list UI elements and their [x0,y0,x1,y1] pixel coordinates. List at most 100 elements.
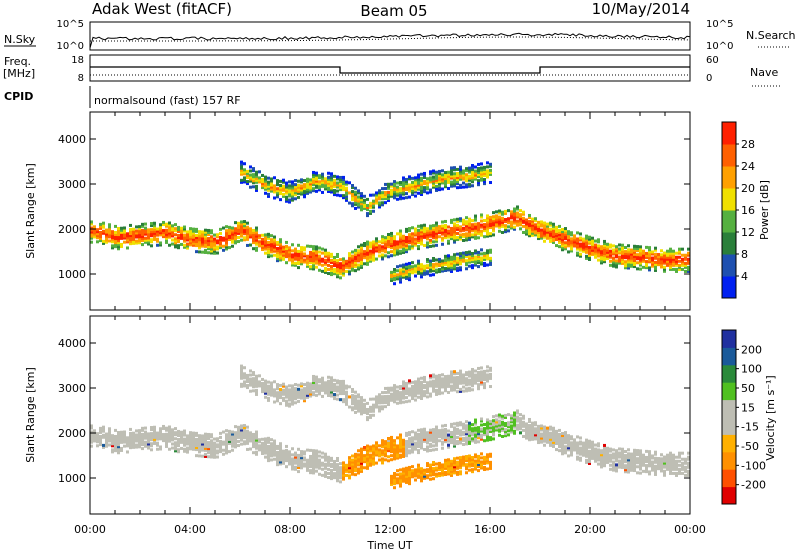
velocity-cell [351,394,354,397]
nsky-tick-bottom: 10^0 [57,41,84,52]
power-cell [126,232,129,235]
velocity-cell [246,448,249,451]
power-cell [300,246,303,249]
velocity-cell [309,469,312,472]
velocity-cell [480,366,483,369]
velocity-cell [297,448,300,451]
freq-panel [90,55,690,81]
power-cell [159,241,162,244]
power-cell [462,227,465,230]
velocity-cell [291,453,294,456]
power-cell [234,221,237,224]
velocity-cell [375,441,378,444]
power-cell [387,191,390,194]
velocity-cell [246,426,249,429]
power-cell [477,222,480,225]
power-cell [660,249,663,252]
velocity-cell [537,425,540,428]
power-cell [126,246,129,249]
power-cell [354,269,357,272]
velocity-cell [312,375,315,378]
velocity-cell [252,451,255,454]
power-cell [498,210,501,213]
velocity-cell [129,432,132,435]
power-cell [480,224,483,227]
velocity-cell [396,444,399,447]
power-cell [468,218,471,221]
velocity-cell [162,433,165,436]
power-cell [435,258,438,261]
velocity-cell [285,445,288,448]
power-cell [354,249,357,252]
velocity-cell [480,424,483,427]
velocity-cell [312,449,315,452]
velocity-cell [534,427,537,430]
power-cell [642,250,645,253]
power-cell [177,244,180,247]
velocity-cell [165,427,168,430]
velocity-cell [240,365,243,368]
velocity-cell [141,433,144,436]
velocity-cell [396,386,399,389]
power-cell [441,243,444,246]
power-cell [522,225,525,228]
power-cell [552,223,555,226]
power-cell [177,226,180,229]
velocity-cell [255,451,258,454]
power-cell [282,179,285,182]
velocity-cell [450,385,453,388]
velocity-cell [216,449,219,452]
power-cell [441,220,444,223]
velocity-cell [465,387,468,390]
velocity-cell [423,469,426,472]
power-colorbar-label: Power [dB] [758,180,771,240]
power-cell [318,247,321,250]
power-cell [348,202,351,205]
velocity-cell [282,383,285,386]
power-cell [444,171,447,174]
velocity-cell [141,447,144,450]
power-cell [339,276,342,279]
velocity-cell [426,468,429,471]
velocity-cell [471,468,474,471]
power-cell [321,264,324,267]
power-cell [129,228,132,231]
power-cell [384,236,387,239]
power-cell [594,240,597,243]
velocity-cell [270,442,273,445]
nsky-tick-top: 10^5 [57,19,84,30]
power-cell [453,166,456,169]
power-cell [429,189,432,192]
velocity-cell [312,391,315,394]
velocity-cell [426,395,429,398]
velocity-cell [408,400,411,403]
power-cell [462,233,465,236]
power-cell [477,179,480,182]
velocity-cell [420,381,423,384]
velocity-cell [249,390,252,393]
power-cell [540,220,543,223]
velocity-cell [501,415,504,418]
power-cell [270,234,273,237]
power-cell [414,238,417,241]
velocity-cell [399,391,402,394]
power-cell [255,171,258,174]
velocity-cell [336,463,339,466]
velocity-cell [405,396,408,399]
velocity-cell [381,405,384,408]
velocity-cell [99,435,102,438]
power-cell [435,263,438,266]
velocity-cell [240,424,243,427]
velocity-cell [408,387,411,390]
power-cell [345,181,348,184]
power-cell [474,170,477,173]
power-cell [315,172,318,175]
power-cell [282,185,285,188]
velocity-cell [471,437,474,440]
power-cell [258,240,261,243]
velocity-cell [405,400,408,403]
velocity-cell [354,453,357,456]
velocity-cell [411,436,414,439]
velocity-cell [168,425,171,428]
power-cell [294,183,297,186]
